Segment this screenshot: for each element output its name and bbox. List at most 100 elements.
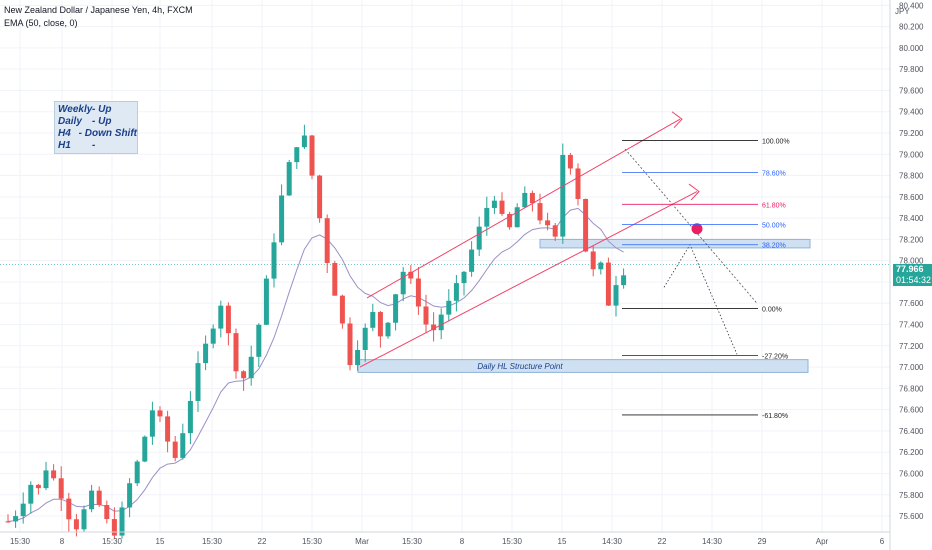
candle-body [552,225,558,237]
candle-body [529,192,535,204]
candle-body [157,410,163,417]
candle-body [210,328,216,344]
bias-note: Weekly - Up Daily - Up H4- Down Shift H1- [54,101,138,154]
time-tick-label: 15:30 [10,537,31,546]
time-tick-label: 8 [460,537,465,546]
price-tick-label: 80.000 [899,44,924,53]
candle-body [332,262,338,296]
candle-body [5,521,11,523]
candle-body [233,333,239,372]
time-tick-label: 15:30 [402,537,423,546]
candle-body [514,207,520,228]
price-tick-label: 76.600 [899,406,924,415]
time-tick-label: 29 [758,537,767,546]
candle-body [73,519,79,530]
candle-body [218,305,224,329]
candle-body [43,470,49,489]
price-tick-label: 78.200 [899,235,924,244]
bias-row-weekly: Weekly - Up [58,104,112,115]
ema-50-line [7,207,624,522]
bias-row-daily: Daily - Up [58,116,112,127]
fib-label: 100.00% [762,138,790,145]
time-tick-label: 15 [156,537,165,546]
candle-body [271,242,277,279]
fib-label: 38.20% [762,243,786,250]
candle-body [279,195,285,243]
fib-label: -27.20% [762,353,788,360]
price-tick-label: 77.400 [899,321,924,330]
bar-countdown: 01:54:32 [896,275,932,285]
fib-label: 78.60% [762,170,786,177]
bias-row-h4: H4- Down Shift [58,128,137,139]
time-axis[interactable]: 15:30 8 15:30 15 15:30 22 15:30 Mar 15:30 8 15:30 1… [0,531,890,546]
fib-label: 61.80% [762,202,786,209]
ema-line [7,207,624,522]
time-tick-label: 6 [880,537,885,546]
candle-body [317,175,323,219]
price-tick-label: 78.600 [899,193,924,202]
candle-body [484,207,490,227]
candle-body [545,220,551,226]
price-tick-label: 78.000 [899,257,924,266]
price-tick-label: 77.000 [899,363,924,372]
candle-body [461,271,467,284]
candle-body [134,461,140,484]
price-tick-label: 76.200 [899,448,924,457]
candle-body [96,490,102,505]
candle-body [453,283,459,301]
currency-label: JPY [895,7,910,16]
candle-body [362,327,368,350]
candle-body [58,478,64,499]
candle-body [51,470,57,479]
price-tick-label: 75.600 [899,512,924,521]
candle-body [203,343,209,364]
price-tick-label: 76.000 [899,469,924,478]
candle-body [324,218,330,263]
candle-body [309,135,315,176]
time-tick-label: 14:30 [702,537,723,546]
candle-body [385,322,391,337]
price-tick-label: 78.800 [899,172,924,181]
price-tick-label: 79.200 [899,129,924,138]
candle-body [28,484,34,504]
fib-label: 50.00% [762,223,786,230]
candle-body [621,275,627,286]
candle-body [13,516,19,522]
time-tick-label: 8 [60,537,65,546]
candle-body [180,433,186,458]
grid-lines [0,0,890,532]
indicator-label: EMA (50, close, 0) [4,18,78,28]
candle-body [81,509,87,530]
structure-zone-label: Daily HL Structure Point [477,362,563,371]
candle-body [195,363,201,401]
time-tick-label: 15:30 [202,537,223,546]
candle-body [248,356,254,379]
candle-body [149,410,155,437]
candle-body [172,441,178,458]
candle-body [339,295,345,324]
candle-body [438,314,444,331]
time-tick-label: 15:30 [302,537,323,546]
time-tick-label: 15:30 [102,537,123,546]
candle-body [263,278,269,325]
price-tick-label: 77.600 [899,299,924,308]
candle-body [165,416,171,442]
candle-body [537,203,543,221]
candle-body [499,200,505,214]
candle-body [575,168,581,199]
price-tick-label: 76.400 [899,427,924,436]
candle-body [89,490,95,510]
candle-body [605,262,611,306]
time-tick-label: Mar [355,537,369,546]
candle-body [415,278,421,307]
candle-body [393,294,399,323]
price-tick-label: 80.400 [899,1,924,10]
channel-upper-line [366,118,681,299]
candle-body [294,147,300,163]
candle-body [507,213,513,228]
candle-body [469,249,475,272]
candle-body [377,312,383,337]
time-tick-label: 15 [558,537,567,546]
price-tick-label: 76.800 [899,384,924,393]
